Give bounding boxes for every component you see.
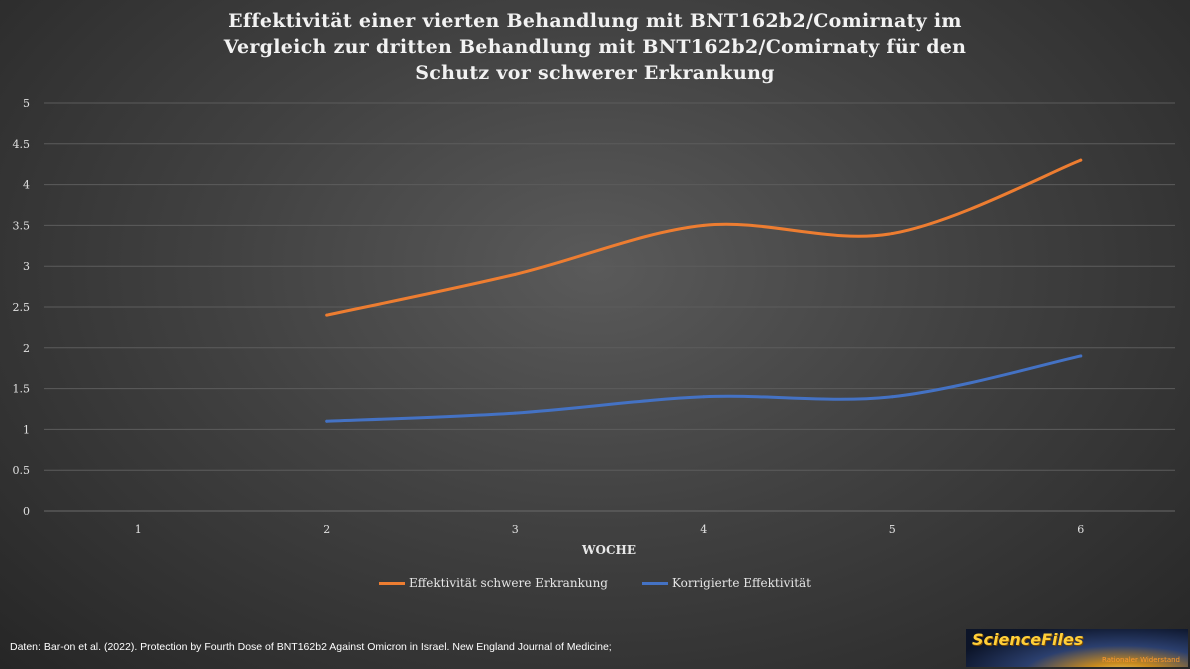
data-point xyxy=(1079,158,1083,162)
data-point xyxy=(702,395,706,399)
y-tick-label: 4 xyxy=(23,179,30,192)
y-tick-label: 5 xyxy=(23,97,30,110)
data-point xyxy=(702,223,706,227)
x-tick-label: 4 xyxy=(700,523,707,536)
data-point xyxy=(513,411,517,415)
data-point xyxy=(325,313,329,317)
y-tick-label: 3 xyxy=(23,260,30,273)
x-tick-label: 2 xyxy=(323,523,330,536)
x-tick-label: 6 xyxy=(1077,523,1084,536)
y-tick-label: 0 xyxy=(23,505,30,518)
data-point xyxy=(1079,354,1083,358)
x-tick-label: 5 xyxy=(889,523,896,536)
gridlines xyxy=(44,102,1175,512)
series-lines xyxy=(325,158,1083,423)
x-tick-label: 1 xyxy=(135,523,142,536)
legend-swatch-orange xyxy=(379,581,405,585)
chart-title: Effektivität einer vierten Behandlung mi… xyxy=(0,8,1190,86)
legend-item-corrected: Korrigierte Effektivität xyxy=(641,576,811,590)
y-tick-label: 4.5 xyxy=(13,138,31,151)
y-tick-label: 1.5 xyxy=(13,383,31,396)
y-tick-label: 2 xyxy=(23,342,30,355)
logo-tagline: Rationaler Widerstand xyxy=(1102,656,1180,664)
x-axis-ticks: 1 2 3 4 5 6 xyxy=(135,523,1085,536)
source-note: Daten: Bar-on et al. (2022). Protection … xyxy=(10,641,612,653)
data-point xyxy=(513,272,517,276)
sciencefiles-logo: ScienceFiles Rationaler Widerstand xyxy=(966,629,1188,667)
x-axis-label: WOCHE xyxy=(581,543,636,557)
data-point xyxy=(890,232,894,236)
series-line-severe xyxy=(325,158,1083,317)
x-tick-label: 3 xyxy=(512,523,519,536)
chart-title-line-2: Vergleich zur dritten Behandlung mit BNT… xyxy=(223,36,967,58)
y-tick-label: 1 xyxy=(23,423,30,436)
legend: Effektivität schwere Erkrankung Korrigie… xyxy=(0,576,1190,590)
legend-item-severe: Effektivität schwere Erkrankung xyxy=(379,576,608,590)
logo-name: ScienceFiles xyxy=(972,630,1084,649)
y-axis-ticks: 0 0.5 1 1.5 2 2.5 3 3.5 4 4.5 5 xyxy=(13,97,31,518)
chart-title-line-3: Schutz vor schwerer Erkrankung xyxy=(415,62,775,84)
chart-title-line-1: Effektivität einer vierten Behandlung mi… xyxy=(228,10,962,32)
y-tick-label: 2.5 xyxy=(13,301,31,314)
y-tick-label: 3.5 xyxy=(13,219,31,232)
y-tick-label: 0.5 xyxy=(13,464,31,477)
legend-swatch-blue xyxy=(641,581,668,585)
data-point xyxy=(890,395,894,399)
legend-label-corrected: Korrigierte Effektivität xyxy=(671,576,811,590)
data-point xyxy=(325,419,329,423)
legend-label-severe: Effektivität schwere Erkrankung xyxy=(409,576,608,590)
